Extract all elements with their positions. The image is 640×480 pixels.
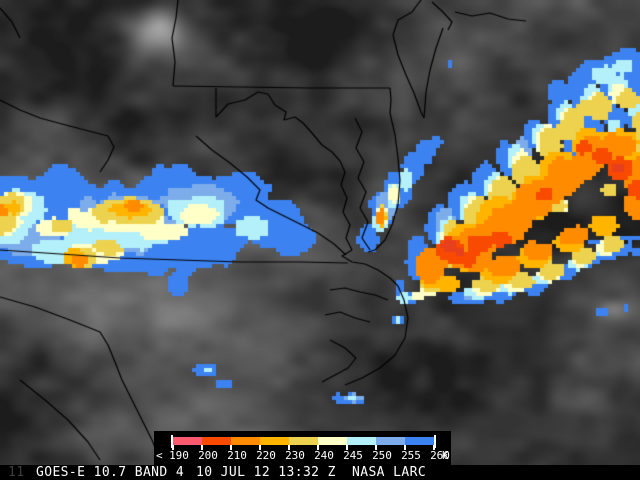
legend-color-segment [289, 437, 318, 445]
legend-tick-label: 220 [256, 449, 276, 462]
legend-tick-label: 250 [372, 449, 392, 462]
legend-tick [172, 445, 174, 450]
legend-color-segment [173, 437, 202, 445]
legend-tick-label: 255 [401, 449, 421, 462]
legend-tick-label: 190 [169, 449, 189, 462]
legend-color-segment [376, 437, 405, 445]
product-label: GOES-E 10.7 BAND 4 [36, 465, 185, 480]
legend-tick-label: 210 [227, 449, 247, 462]
legend-tick [404, 445, 406, 450]
legend-tick-label: 230 [285, 449, 305, 462]
legend-tick-label: 200 [198, 449, 218, 462]
legend-tick-label: 245 [343, 449, 363, 462]
legend-color-segment [202, 437, 231, 445]
legend-tick [317, 445, 319, 450]
legend-color-segment [318, 437, 347, 445]
legend-color-segment [347, 437, 376, 445]
legend-tick [346, 445, 348, 450]
legend-end-cap [171, 435, 173, 448]
status-bar: 11 GOES-E 10.7 BAND 4 10 JUL 12 13:32 Z … [0, 465, 640, 480]
legend-tick-label: 240 [314, 449, 334, 462]
legend-color-segment [405, 437, 434, 445]
legend-tick [375, 445, 377, 450]
frame-number: 11 [8, 465, 25, 480]
temperature-legend: 190 200 210 220 230 240 245 250 255 260 < K [154, 431, 451, 465]
legend-tick-label: 260 [430, 449, 450, 462]
legend-tick [230, 445, 232, 450]
credit-label: NASA LARC [352, 465, 427, 480]
satellite-image [0, 0, 640, 465]
legend-tick [259, 445, 261, 450]
legend-tick [433, 445, 435, 450]
timestamp: 10 JUL 12 13:32 Z [196, 465, 336, 480]
legend-less-than-sign: < [156, 449, 163, 462]
legend-end-cap [434, 435, 436, 448]
legend-tick [288, 445, 290, 450]
legend-tick [201, 445, 203, 450]
legend-color-segment [231, 437, 260, 445]
legend-unit: K [442, 449, 449, 462]
legend-color-segment [260, 437, 289, 445]
